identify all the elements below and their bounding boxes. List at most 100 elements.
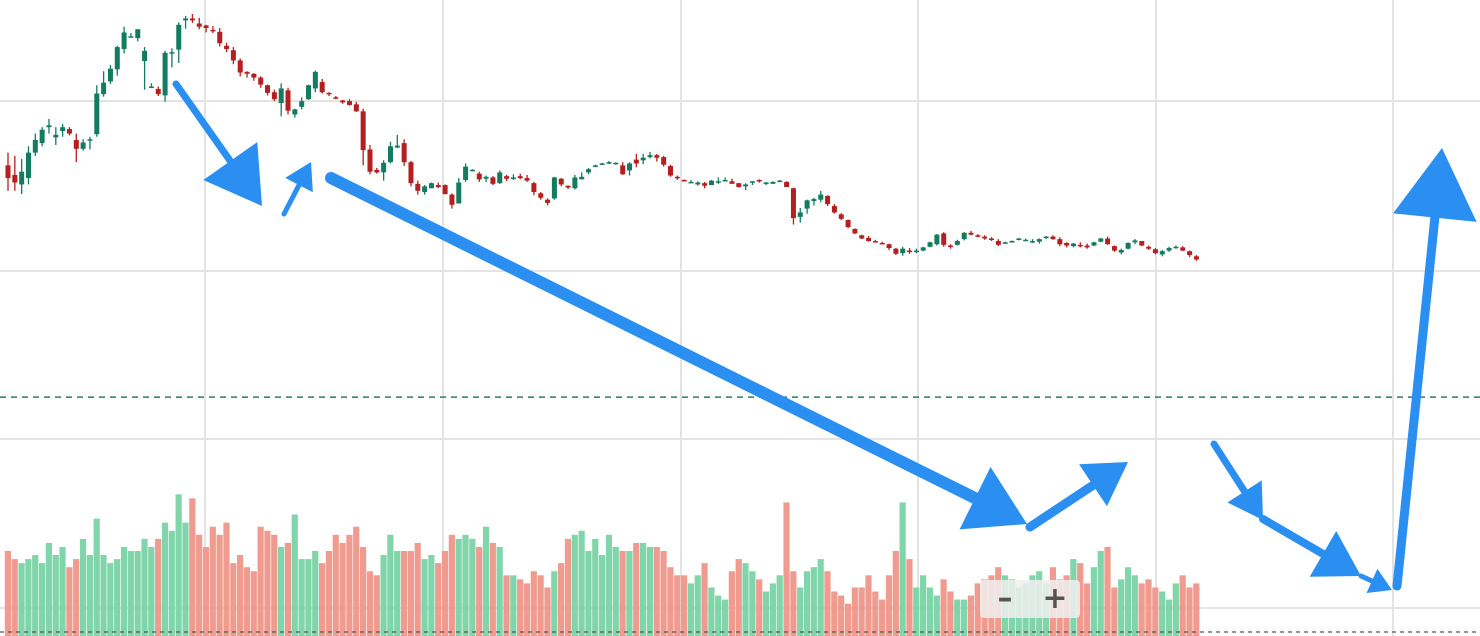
candle-body xyxy=(387,146,393,163)
candle-body xyxy=(763,182,769,185)
trend-arrow-shaft xyxy=(172,80,234,165)
volume-bar xyxy=(817,559,824,636)
candle-body xyxy=(606,162,612,164)
candle-body xyxy=(1002,242,1008,244)
candle-body xyxy=(258,77,264,85)
candle-body xyxy=(948,245,954,247)
candle-body xyxy=(66,129,72,134)
candle-body xyxy=(196,23,202,27)
volume-bar xyxy=(1083,583,1091,636)
volume-bar xyxy=(933,595,940,636)
volume-bar xyxy=(32,555,39,636)
candle-body xyxy=(87,139,93,141)
volume-bar xyxy=(619,551,626,636)
candle-body xyxy=(845,220,851,228)
price-candles xyxy=(5,13,1199,261)
candle-body xyxy=(743,184,749,187)
candle-body xyxy=(674,176,680,179)
volume-bar xyxy=(735,559,742,636)
candle-body xyxy=(1132,240,1138,243)
volume-bar xyxy=(325,551,333,636)
candle-body xyxy=(1084,245,1090,248)
candle-body xyxy=(797,212,803,217)
candle-body xyxy=(1111,246,1117,251)
volume-bar xyxy=(284,542,292,636)
volume-bar xyxy=(114,559,121,636)
volume-bar xyxy=(605,534,613,636)
volume-bar xyxy=(305,559,312,636)
volume-bar xyxy=(127,551,134,636)
candle-body xyxy=(176,24,182,50)
volume-bar xyxy=(339,542,346,636)
volume-bar xyxy=(100,555,107,636)
volume-bar xyxy=(250,571,257,636)
volume-bar xyxy=(353,526,360,636)
volume-bar xyxy=(1131,575,1138,636)
candle-body xyxy=(121,32,127,49)
volume-bar xyxy=(141,538,148,636)
candle-body xyxy=(442,185,448,194)
candle-body xyxy=(148,86,154,88)
candle-body xyxy=(469,169,475,172)
candle-body xyxy=(401,143,407,163)
volume-bar xyxy=(257,526,264,636)
candle-body xyxy=(825,195,831,205)
volume-bar xyxy=(783,502,790,636)
volume-bar xyxy=(175,494,182,636)
trend-arrow-shaft xyxy=(1210,440,1249,495)
volume-bar xyxy=(585,551,592,636)
volume-bar xyxy=(646,546,654,636)
candle-body xyxy=(681,179,687,182)
volume-bar xyxy=(359,546,367,636)
candle-body xyxy=(73,139,79,149)
candle-body xyxy=(1173,246,1179,249)
candle-body xyxy=(360,111,366,151)
volume-bar xyxy=(264,530,271,636)
candle-body xyxy=(428,183,434,189)
volume-bar xyxy=(373,575,380,636)
volume-bar xyxy=(517,579,524,636)
candle-body xyxy=(961,232,967,240)
volume-bar xyxy=(926,587,934,636)
candle-body xyxy=(312,71,318,89)
candle-body xyxy=(326,92,332,95)
volume-bar xyxy=(749,571,756,636)
candle-body xyxy=(784,181,790,187)
volume-bar xyxy=(86,555,93,636)
volume-bar xyxy=(674,575,681,636)
volume-bar xyxy=(715,595,722,636)
volume-bar xyxy=(421,559,428,636)
candle-body xyxy=(394,145,400,148)
candle-body xyxy=(708,180,714,186)
candle-body xyxy=(53,134,59,138)
volume-bar xyxy=(134,551,141,636)
candle-body xyxy=(32,139,38,153)
candle-body xyxy=(278,88,284,104)
candle-body xyxy=(476,173,482,180)
volume-bar xyxy=(59,546,66,636)
candle-body xyxy=(913,250,919,253)
candle-body xyxy=(640,157,646,161)
candle-body xyxy=(128,36,134,38)
candle-body xyxy=(586,169,592,173)
candle-body xyxy=(285,90,291,111)
candle-body xyxy=(668,165,674,176)
trend-arrow-shaft xyxy=(1392,213,1440,591)
candle-body xyxy=(340,100,346,103)
volume-bar xyxy=(476,546,483,636)
zoom-in-button[interactable]: + xyxy=(1042,581,1068,616)
candle-body xyxy=(504,176,510,179)
volume-bar xyxy=(612,546,619,636)
candle-body xyxy=(237,60,243,73)
candle-body xyxy=(1118,249,1124,253)
candle-body xyxy=(1159,251,1165,255)
candle-body xyxy=(463,166,469,180)
zoom-out-button[interactable]: – xyxy=(997,581,1013,616)
volume-bar xyxy=(182,522,189,636)
candle-body xyxy=(1105,238,1111,245)
volume-bar xyxy=(544,587,551,636)
candle-body xyxy=(715,181,721,183)
volume-bar xyxy=(155,538,162,636)
volume-bar xyxy=(243,567,251,636)
candle-body xyxy=(19,171,25,185)
